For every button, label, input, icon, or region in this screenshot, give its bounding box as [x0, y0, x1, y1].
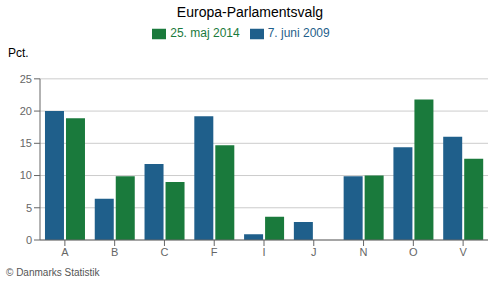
svg-text:J: J: [311, 246, 317, 258]
svg-text:0: 0: [26, 234, 32, 246]
svg-text:10: 10: [20, 169, 32, 181]
svg-text:15: 15: [20, 137, 32, 149]
html-text:Pct.: Pct.: [8, 46, 29, 60]
svg-text:I: I: [262, 246, 265, 258]
svg-text:V: V: [459, 246, 467, 258]
svg-text:C: C: [160, 246, 168, 258]
svg-text:5: 5: [26, 202, 32, 214]
svg-text:B: B: [111, 246, 118, 258]
svg-text:N: N: [360, 246, 368, 258]
svg-text:F: F: [211, 246, 218, 258]
html-text:Europa-Parlamentsvalg: Europa-Parlamentsvalg: [176, 4, 324, 20]
html-text:7. juni 2009: 7. juni 2009: [267, 26, 330, 40]
html-text:25. maj 2014: 25. maj 2014: [170, 26, 240, 40]
svg-text:O: O: [409, 246, 418, 258]
html-text:© Danmarks Statistik: © Danmarks Statistik: [6, 267, 100, 278]
svg-text:20: 20: [20, 105, 32, 117]
svg-text:25: 25: [20, 73, 32, 85]
svg-text:A: A: [61, 246, 69, 258]
